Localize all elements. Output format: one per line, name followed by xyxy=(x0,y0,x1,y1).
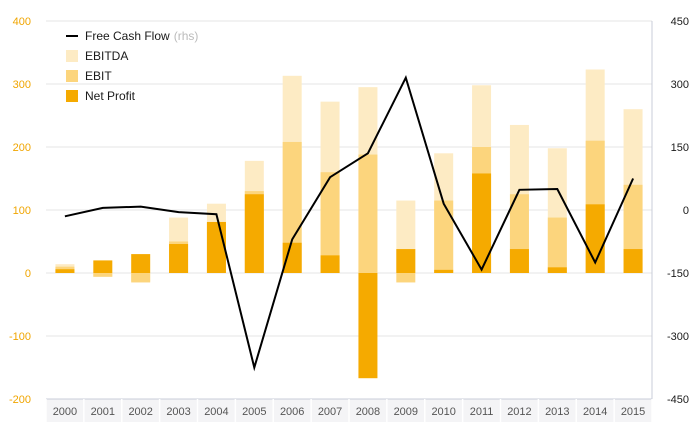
right-tick-label: 450 xyxy=(671,16,689,28)
left-tick-label: -100 xyxy=(9,331,31,343)
bar-net-profit xyxy=(169,244,189,273)
bar-net-profit xyxy=(547,267,567,273)
bar-net-profit xyxy=(358,273,378,379)
bar-net-profit xyxy=(623,249,643,273)
bar-net-profit xyxy=(434,269,454,273)
line-free-cash-flow xyxy=(64,75,635,372)
bar-net-profit xyxy=(509,249,529,273)
left-tick-label: -200 xyxy=(9,394,31,406)
left-tick-label: 200 xyxy=(13,142,31,154)
bar-ebit xyxy=(547,217,567,273)
legend-swatch-ebit xyxy=(66,70,78,82)
bar-ebit xyxy=(434,200,454,273)
x-tick-label: 2003 xyxy=(166,406,190,418)
x-tick-label: 2006 xyxy=(280,406,304,418)
right-tick-label: 150 xyxy=(671,142,689,154)
bar-series xyxy=(55,69,643,379)
legend-swatch-net-profit xyxy=(66,90,78,102)
left-tick-label: 300 xyxy=(13,79,31,91)
right-tick-label: 0 xyxy=(683,205,689,217)
right-tick-label: -150 xyxy=(667,268,689,280)
left-tick-label: 400 xyxy=(13,16,31,28)
line-series xyxy=(64,75,635,372)
x-axis: 2000 2001 2002 2003 2004 2005 2006 2007 2008 2009… xyxy=(45,21,653,422)
bar-ebit xyxy=(320,172,340,273)
x-tick-label: 2004 xyxy=(204,406,228,418)
left-tick-label: 100 xyxy=(13,205,31,217)
legend-label-free-cash-flow: Free Cash Flow xyxy=(85,29,170,43)
x-tick-label: 2007 xyxy=(318,406,342,418)
right-tick-label: -450 xyxy=(667,394,689,406)
legend-swatch-ebitda xyxy=(66,50,78,62)
bar-net-profit xyxy=(93,260,113,273)
bar-net-profit xyxy=(585,204,605,273)
right-tick-label: 300 xyxy=(671,79,689,91)
x-tick-label: 2013 xyxy=(545,406,569,418)
x-tick-label: 2008 xyxy=(356,406,380,418)
bar-net-profit xyxy=(244,194,264,273)
bar-ebit xyxy=(282,141,302,273)
bar-ebit xyxy=(93,273,113,277)
right-axis: 450 300 150 0 -150 -300 -450 xyxy=(667,16,689,406)
legend: Free Cash Flow (rhs) EBITDA EBIT Net Profit xyxy=(66,29,198,103)
right-tick-label: -300 xyxy=(667,331,689,343)
x-tick-label: 2000 xyxy=(53,406,77,418)
bar-ebit xyxy=(358,154,378,273)
legend-label-ebit: EBIT xyxy=(85,69,112,83)
bar-net-profit xyxy=(131,254,151,273)
legend-suffix-rhs: (rhs) xyxy=(174,29,199,43)
x-tick-label: 2001 xyxy=(91,406,115,418)
bar-ebit xyxy=(131,273,151,283)
x-tick-label: 2009 xyxy=(394,406,418,418)
left-axis: 400 300 200 100 0 -100 -200 xyxy=(9,16,31,406)
left-tick-label: 0 xyxy=(25,268,31,280)
bar-net-profit xyxy=(55,269,75,273)
x-tick-label: 2015 xyxy=(621,406,645,418)
bar-net-profit xyxy=(282,242,302,273)
bar-net-profit xyxy=(396,249,416,273)
x-tick-label: 2005 xyxy=(242,406,266,418)
x-tick-label: 2011 xyxy=(470,406,494,418)
bar-ebit xyxy=(396,273,416,283)
x-tick-label: 2014 xyxy=(583,406,607,418)
x-tick-label: 2010 xyxy=(431,406,455,418)
legend-label-ebitda: EBITDA xyxy=(85,49,128,63)
bar-net-profit xyxy=(472,173,492,273)
legend-label-net-profit: Net Profit xyxy=(85,89,136,103)
x-tick-label: 2002 xyxy=(128,406,152,418)
bar-net-profit xyxy=(320,255,340,273)
x-tick-label: 2012 xyxy=(507,406,531,418)
bar-net-profit xyxy=(206,221,226,273)
